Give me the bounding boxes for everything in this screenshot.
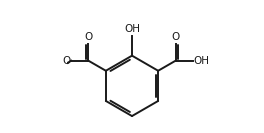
Text: O: O (62, 56, 70, 66)
Text: O: O (84, 32, 93, 42)
Text: O: O (171, 32, 180, 42)
Text: OH: OH (124, 24, 140, 34)
Text: OH: OH (194, 56, 209, 66)
